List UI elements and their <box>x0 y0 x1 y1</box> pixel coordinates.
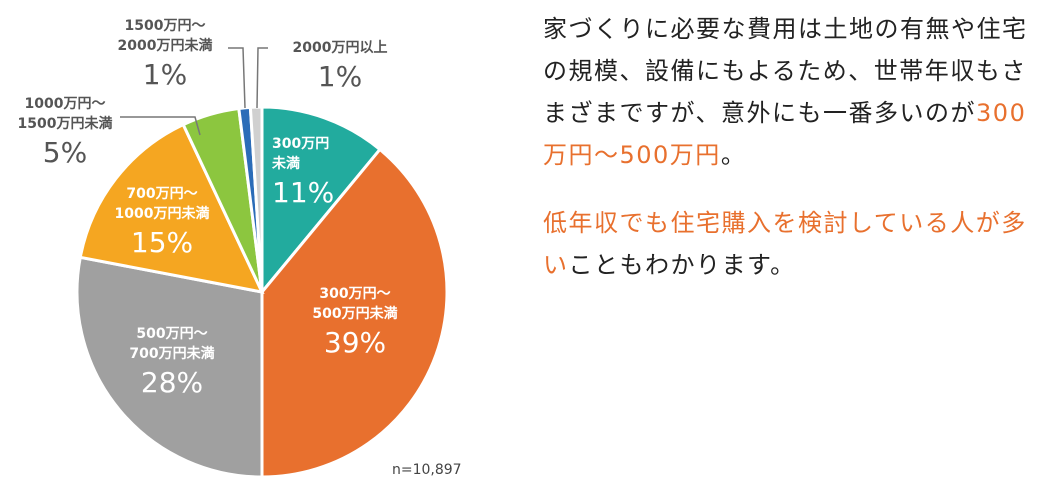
slice-category-label: 500万円～ <box>136 326 207 342</box>
highlighted-text: 低年収でも住宅購入を検討している人が多い <box>543 209 1027 279</box>
slice-category-label: 300万円 <box>272 136 329 152</box>
slice-category-label: 300万円～ <box>319 286 390 302</box>
body-text: 家づくりに必要な費用は土地の有無や住宅の規模、設備にもよるため、世帯年収もさまざ… <box>543 15 1028 127</box>
pie-slice <box>75 255 264 479</box>
description-paragraph-1: 家づくりに必要な費用は土地の有無や住宅の規模、設備にもよるため、世帯年収もさまざ… <box>543 8 1038 176</box>
body-text: こともわかります。 <box>568 251 796 279</box>
slice-percent-label: 5% <box>43 136 87 169</box>
slice-category-label: 1000万円～ <box>25 96 106 112</box>
leader-line <box>228 47 246 109</box>
highlighted-text: 300万円～500万円 <box>543 99 1027 169</box>
body-text: 。 <box>720 141 747 169</box>
slice-percent-label: 11% <box>272 176 334 209</box>
slice-category-label: 1500万円未満 <box>18 115 113 132</box>
slice-category-label: 2000万円以上 <box>293 40 388 56</box>
pie-slices <box>75 105 449 479</box>
leader-line <box>256 47 268 109</box>
slice-category-label: 700万円～ <box>126 186 197 202</box>
slice-category-label: 1500万円～ <box>125 18 206 34</box>
pie-slice <box>260 147 449 479</box>
pie-slice <box>248 105 264 293</box>
leader-line <box>120 116 201 136</box>
slice-percent-label: 28% <box>141 366 203 399</box>
slice-percent-label: 1% <box>143 58 187 91</box>
description-paragraph-2: 低年収でも住宅購入を検討している人が多いこともわかります。 <box>543 202 1038 286</box>
slice-percent-label: 1% <box>318 60 362 93</box>
slice-category-label: 700万円未満 <box>129 345 214 362</box>
sample-size-label: n=10,897 <box>392 462 462 478</box>
slice-percent-label: 15% <box>131 226 193 259</box>
pie-slice <box>78 122 265 295</box>
slice-category-label: 500万円未満 <box>312 305 397 322</box>
slice-percent-label: 39% <box>324 326 386 359</box>
pie-slice <box>260 105 383 297</box>
leader-lines <box>120 47 268 136</box>
slice-category-label: 2000万円未満 <box>118 37 213 54</box>
description-text: 家づくりに必要な費用は土地の有無や住宅の規模、設備にもよるため、世帯年収もさまざ… <box>543 8 1038 286</box>
slice-category-label: 1000万円未満 <box>115 205 210 222</box>
slice-category-label: 未満 <box>272 155 300 172</box>
